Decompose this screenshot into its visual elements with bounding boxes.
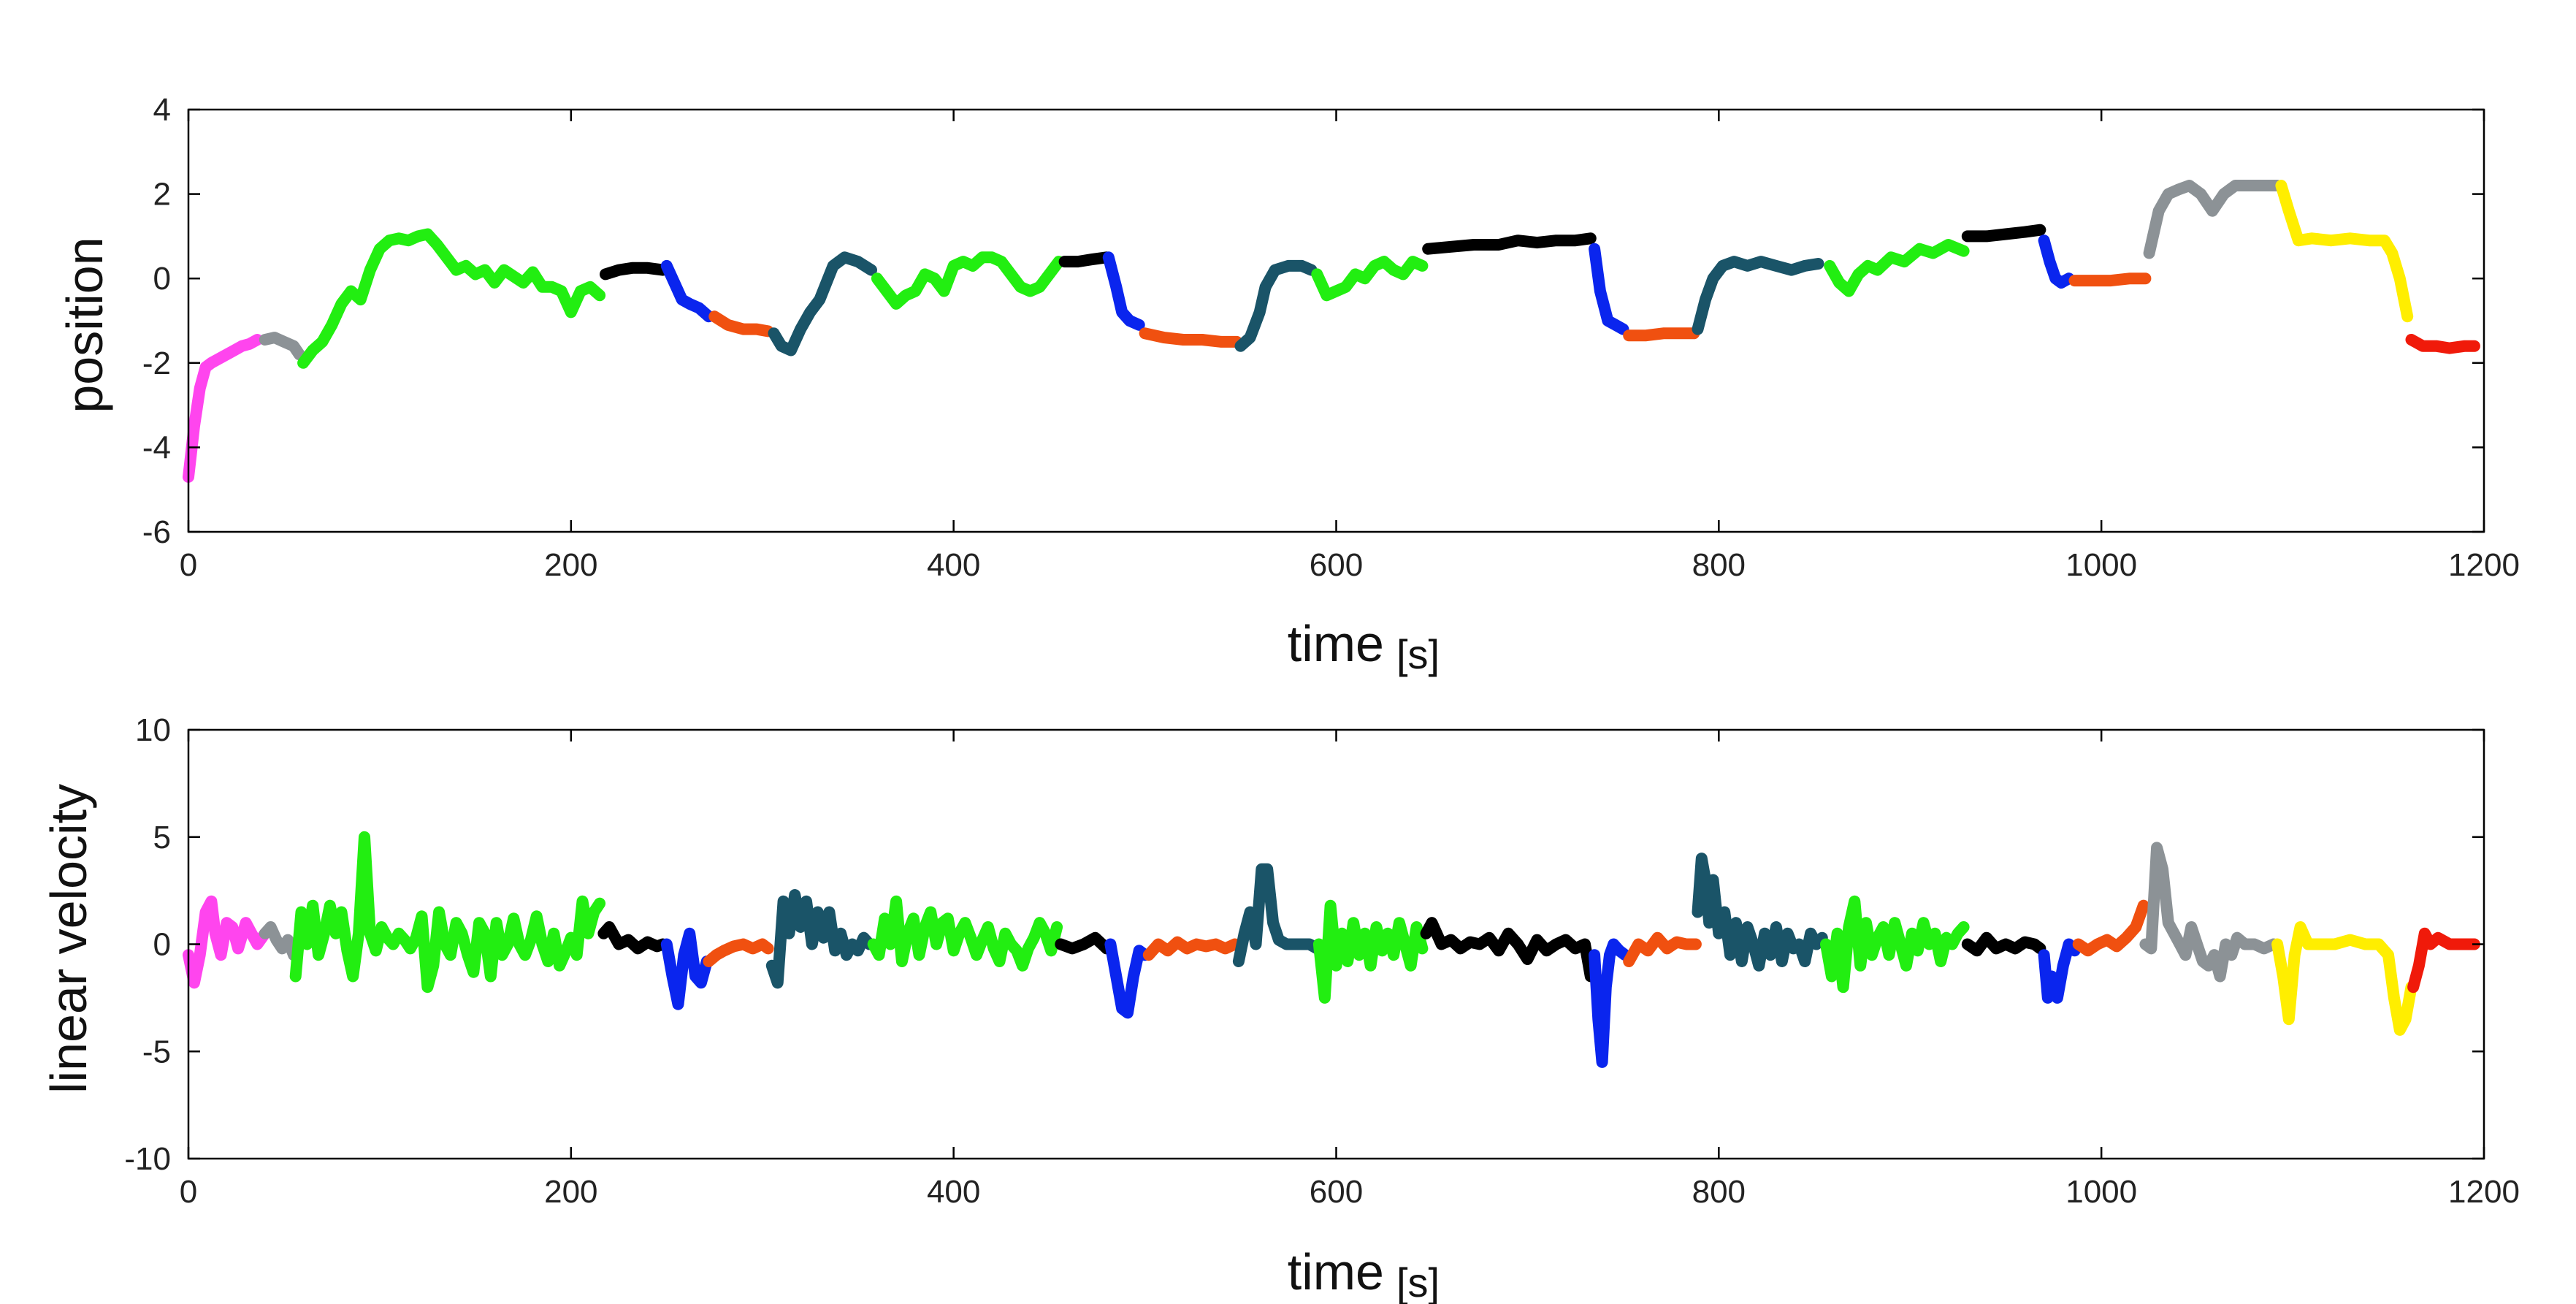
position-series-segment-13 (1311, 256, 1429, 302)
velocity-panel: 0 200 400 600 800 1000 1200 -10 -5 0 5 10 linear ve… (40, 712, 2520, 1304)
position-series-segment-14 (1422, 232, 1597, 255)
velocity-y-axis-label: linear velocity (40, 784, 97, 1094)
position-series-segment-10 (1102, 251, 1145, 331)
velocity-series-segment-20 (2038, 938, 2081, 1004)
velocity-plot-lines (183, 831, 2480, 1068)
velocity-series-segment-8 (867, 895, 1063, 972)
position-x-tick-label: 800 (1692, 547, 1746, 583)
velocity-x-tick-label: 800 (1692, 1174, 1746, 1210)
position-series-segment-15 (1589, 243, 1629, 335)
position-x-tick-label: 200 (544, 547, 597, 583)
position-ticks: 0 200 400 600 800 1000 1200 -6 -4 -2 0 2 4 (142, 92, 2520, 583)
velocity-series-segment-15 (1589, 938, 1631, 1068)
velocity-series-segment-17 (1692, 853, 1828, 972)
position-series-segment-2 (259, 332, 305, 361)
position-y-tick-label: 0 (153, 261, 171, 297)
position-series-segment-7 (768, 251, 877, 356)
position-series-segment-17 (1692, 256, 1824, 335)
velocity-series-segment-6 (703, 938, 774, 967)
position-series-segment-19 (1961, 224, 2046, 243)
velocity-series-segment-21 (2072, 899, 2149, 957)
velocity-series-segment-12 (1232, 863, 1323, 967)
velocity-y-tick-label: 5 (153, 820, 171, 855)
position-y-tick-label: -2 (142, 346, 171, 381)
position-series-segment-20 (2038, 235, 2075, 289)
velocity-series-segment-7 (765, 889, 876, 989)
position-y-axis-label: position (56, 237, 113, 413)
position-series-segment-3 (297, 228, 606, 369)
velocity-series-segment-16 (1623, 931, 1702, 967)
velocity-x-tick-label: 1200 (2448, 1174, 2520, 1210)
velocity-x-axis-label: time (1288, 1243, 1384, 1300)
velocity-y-tick-label: 0 (153, 927, 171, 963)
position-series-segment-1 (183, 334, 264, 483)
velocity-ticks: 0 200 400 600 800 1000 1200 -10 -5 0 5 10 (124, 712, 2520, 1210)
velocity-series-segment-9 (1055, 931, 1113, 955)
position-series-segment-18 (1824, 239, 1970, 297)
position-series-segment-12 (1234, 259, 1318, 352)
velocity-x-tick-label: 200 (544, 1174, 597, 1210)
position-y-tick-label: 4 (153, 92, 171, 128)
position-series-segment-6 (708, 310, 774, 338)
velocity-series-segment-4 (597, 921, 669, 955)
position-plot-lines (183, 180, 2480, 483)
position-x-tick-label: 0 (180, 547, 197, 583)
position-series-segment-16 (1623, 327, 1700, 342)
velocity-x-tick-label: 400 (927, 1174, 980, 1210)
position-series-segment-5 (660, 259, 715, 323)
position-y-tick-label: -6 (142, 514, 171, 550)
velocity-series-segment-2 (259, 921, 300, 961)
velocity-series-segment-23 (2271, 921, 2418, 1036)
position-x-tick-label: 600 (1310, 547, 1363, 583)
position-series-segment-23 (2275, 180, 2414, 323)
position-x-axis-label: time (1288, 615, 1384, 672)
position-x-tick-label: 1000 (2065, 547, 2137, 583)
velocity-series-segment-14 (1420, 917, 1597, 983)
velocity-y-tick-label: 10 (135, 712, 171, 748)
position-series-segment-24 (2405, 334, 2480, 354)
position-series-segment-11 (1139, 327, 1243, 348)
velocity-x-tick-label: 1000 (2065, 1174, 2137, 1210)
velocity-x-tick-label: 0 (180, 1174, 197, 1210)
position-x-tick-label: 400 (927, 547, 980, 583)
position-y-tick-label: -4 (142, 430, 171, 465)
velocity-series-segment-13 (1312, 899, 1429, 1004)
velocity-series-segment-1 (183, 895, 271, 989)
position-axes-frame (187, 108, 2485, 533)
position-x-tick-label: 1200 (2448, 547, 2520, 583)
velocity-series-segment-11 (1142, 936, 1241, 961)
velocity-series-segment-24 (2407, 927, 2480, 994)
position-series-segment-21 (2068, 272, 2152, 287)
velocity-series-segment-10 (1104, 938, 1151, 1019)
velocity-series-segment-18 (1820, 895, 1970, 994)
velocity-series-segment-19 (1961, 931, 2046, 957)
velocity-series-segment-5 (660, 927, 713, 1010)
velocity-series-segment-3 (289, 831, 606, 994)
velocity-y-tick-label: -10 (124, 1141, 171, 1177)
velocity-x-tick-label: 600 (1310, 1174, 1363, 1210)
position-y-tick-label: 2 (153, 177, 171, 213)
velocity-x-axis-unit: [s] (1396, 1259, 1440, 1304)
position-series-segment-8 (871, 251, 1065, 310)
position-x-axis-unit: [s] (1396, 631, 1440, 677)
velocity-series-segment-22 (2139, 842, 2279, 983)
position-series-segment-22 (2143, 180, 2284, 259)
position-series-segment-4 (600, 262, 669, 281)
position-series-segment-9 (1058, 251, 1113, 268)
velocity-y-tick-label: -5 (142, 1034, 171, 1069)
